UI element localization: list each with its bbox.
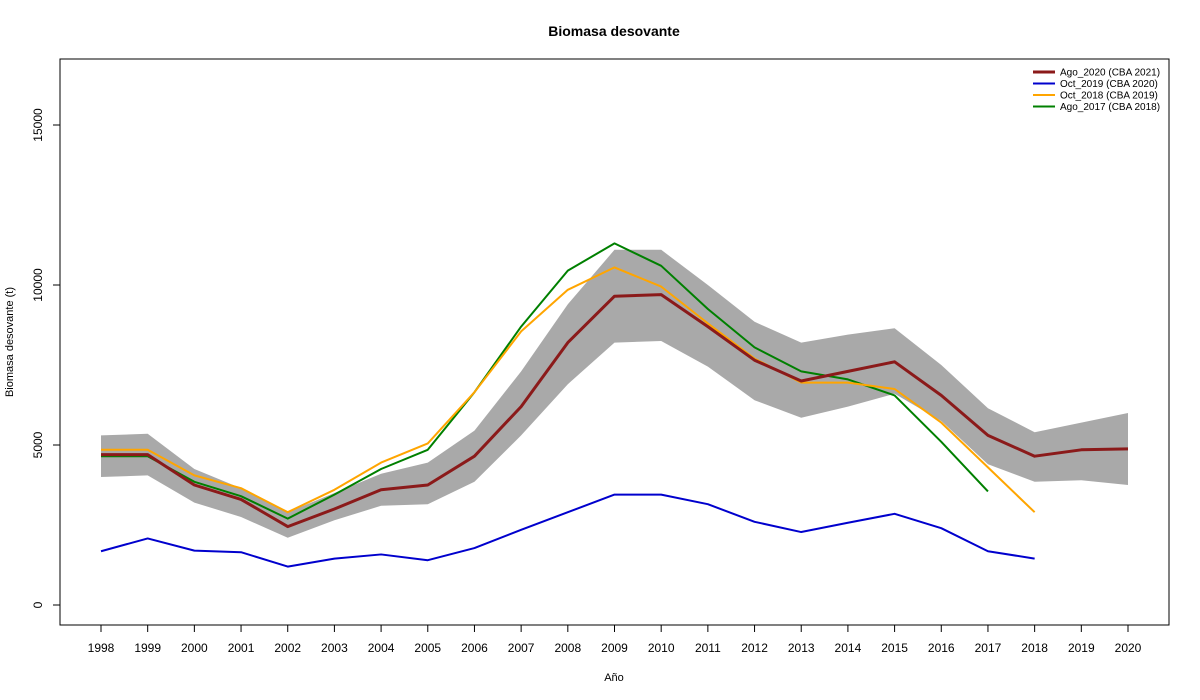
confidence-band	[101, 249, 1128, 538]
x-tick-label: 2017	[975, 641, 1002, 655]
x-tick-label: 2005	[414, 641, 441, 655]
x-tick-label: 1999	[134, 641, 161, 655]
x-tick-label: 2001	[228, 641, 255, 655]
series-line-2	[100, 493, 1035, 568]
confidence-band-layer	[101, 249, 1128, 538]
x-tick-label: 2006	[461, 641, 488, 655]
x-tick-label: 2019	[1068, 641, 1095, 655]
legend-label-1: Ago_2020 (CBA 2021)	[1060, 68, 1160, 79]
x-tick-label: 2012	[741, 641, 768, 655]
x-tick-label: 2003	[321, 641, 348, 655]
x-tick-label: 2015	[881, 641, 908, 655]
x-tick-label: 2009	[601, 641, 628, 655]
axis-layer: 1998 1999 2000 2001 2002 2003 2004 2005 2006 2007…	[31, 108, 1142, 655]
y-tick-label: 0	[31, 601, 45, 608]
legend: Ago_2020 (CBA 2021)Oct_2019 (CBA 2020)Oc…	[1033, 68, 1160, 113]
x-tick-label: 2000	[181, 641, 208, 655]
y-tick-label: 5000	[31, 431, 45, 458]
x-tick-label: 2020	[1115, 641, 1142, 655]
legend-label-4: Ago_2017 (CBA 2018)	[1060, 102, 1160, 113]
y-tick-label: 15000	[31, 108, 45, 142]
x-tick-label: 2008	[554, 641, 581, 655]
x-tick-label: 2010	[648, 641, 675, 655]
y-axis-label: Biomasa desovante (t)	[4, 287, 16, 397]
x-tick-label: 2004	[368, 641, 395, 655]
x-tick-label: 2011	[695, 641, 721, 655]
x-tick-label: 2007	[508, 641, 535, 655]
legend-label-3: Oct_2018 (CBA 2019)	[1060, 91, 1158, 102]
x-tick-label: 1998	[88, 641, 115, 655]
legend-label-2: Oct_2019 (CBA 2020)	[1060, 79, 1158, 90]
y-tick-label: 10000	[31, 268, 45, 302]
series-line-4	[101, 242, 989, 520]
x-tick-label: 2016	[928, 641, 955, 655]
x-tick-label: 2002	[274, 641, 301, 655]
chart-title: Biomasa desovante	[548, 23, 680, 39]
series-layer	[100, 242, 1129, 568]
series-line-1	[101, 293, 1129, 529]
x-axis-label: Año	[604, 672, 624, 684]
x-tick-label: 2013	[788, 641, 815, 655]
series-line-3	[101, 266, 1036, 514]
x-tick-label: 2014	[835, 641, 862, 655]
x-tick-label: 2018	[1021, 641, 1048, 655]
